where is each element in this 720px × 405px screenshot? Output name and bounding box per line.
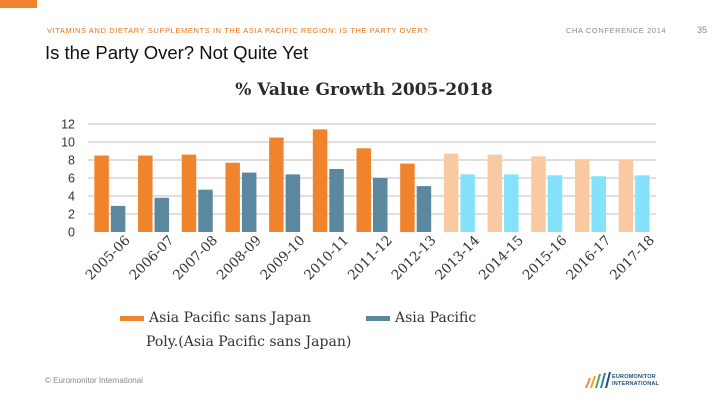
logo-text: EUROMONITOR INTERNATIONAL [612, 374, 659, 387]
bar-asia-pacific [460, 174, 475, 232]
footer-copyright: © Euromonitor International [45, 376, 143, 385]
y-tick-label: 2 [68, 208, 75, 222]
bar-asia-pacific [241, 172, 257, 232]
slide-title: Is the Party Over? Not Quite Yet [45, 42, 309, 63]
bar-sans-japan [356, 148, 371, 232]
bar-asia-pacific [110, 205, 126, 232]
header-conference: CHA CONFERENCE 2014 [566, 26, 667, 35]
bar-asia-pacific [198, 189, 213, 232]
bar-sans-japan [94, 155, 109, 232]
bar-sans-japan [269, 137, 284, 232]
x-tick-label: 2013-14 [432, 233, 483, 284]
x-tick-label: 2014-15 [476, 233, 527, 284]
bar-sans-japan [618, 160, 634, 232]
y-tick-label: 10 [61, 136, 75, 150]
logo-stripes-icon [585, 372, 611, 388]
page-number: 35 [697, 25, 708, 35]
euromonitor-logo: EUROMONITOR INTERNATIONAL [583, 370, 663, 392]
y-tick-label: 0 [68, 226, 75, 240]
bar-sans-japan [400, 163, 415, 232]
bar-sans-japan [531, 156, 546, 232]
chart-title: % Value Growth 2005-2018 [235, 80, 493, 100]
logo-text-line1: EUROMONITOR [612, 374, 656, 380]
bar-sans-japan [574, 159, 590, 232]
bar-asia-pacific [329, 169, 344, 232]
x-tick-label: 2005-06 [83, 233, 134, 284]
x-tick-label: 2011-12 [345, 233, 396, 284]
bars [94, 129, 650, 232]
bar-sans-japan [312, 129, 328, 232]
bar-asia-pacific [504, 174, 519, 232]
bar-asia-pacific [635, 175, 650, 232]
header-accent-strip [0, 0, 37, 8]
x-tick-label: 2017-18 [607, 233, 658, 284]
bar-asia-pacific [154, 197, 170, 232]
x-tick-label: 2012-13 [389, 233, 440, 284]
x-tick-label: 2007-08 [170, 233, 221, 284]
x-tick-label: 2008-09 [214, 233, 265, 284]
bar-sans-japan [225, 162, 240, 232]
bar-asia-pacific [591, 176, 606, 232]
bar-sans-japan [487, 154, 503, 232]
bar-asia-pacific [416, 186, 432, 232]
x-tick-label: 2015-16 [520, 233, 571, 284]
y-tick-label: 4 [68, 190, 75, 204]
x-tick-label: 2016-17 [563, 233, 614, 284]
logo-text-line2: INTERNATIONAL [612, 380, 660, 387]
y-tick-label: 8 [68, 154, 75, 168]
bar-asia-pacific [285, 174, 301, 232]
y-tick-label: 6 [68, 172, 75, 186]
bar-sans-japan [138, 155, 153, 232]
bar-sans-japan [181, 154, 197, 232]
x-tick-label: 2006-07 [126, 233, 177, 284]
bar-asia-pacific [373, 178, 388, 232]
bar-asia-pacific [547, 175, 563, 232]
gridlines [88, 123, 656, 215]
header-title: VITAMINS AND DIETARY SUPPLEMENTS IN THE … [47, 26, 429, 35]
y-axis-ticks: 0 2 4 6 8 10 12 [61, 118, 75, 240]
x-tick-label: 2010-11 [301, 233, 352, 284]
y-tick-label: 12 [61, 118, 75, 132]
x-axis-ticks: 2005-062006-072007-082008-092009-102010-… [83, 233, 658, 284]
x-tick-label: 2009-10 [257, 233, 308, 284]
bar-sans-japan [443, 153, 459, 232]
top-bar [0, 0, 720, 22]
